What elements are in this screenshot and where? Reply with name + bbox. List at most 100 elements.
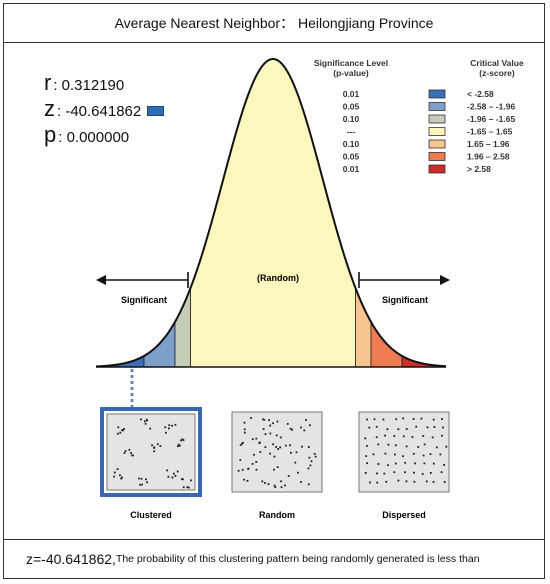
cluster-point bbox=[144, 422, 147, 425]
band-2-58-1-96 bbox=[143, 59, 176, 368]
dispersed-point bbox=[366, 445, 368, 447]
cluster-point bbox=[123, 452, 126, 454]
cluster-point bbox=[181, 478, 183, 480]
z-score-marker bbox=[147, 106, 165, 116]
stat-r-label: r bbox=[44, 70, 52, 95]
dispersed-point bbox=[440, 471, 443, 473]
band-random bbox=[190, 59, 356, 368]
dispersed-point bbox=[423, 462, 426, 465]
random-point bbox=[262, 418, 264, 421]
cluster-point bbox=[140, 477, 143, 480]
random-point bbox=[269, 432, 272, 435]
random-point bbox=[297, 471, 299, 474]
legend-z-range: -1.65 – 1.65 bbox=[467, 127, 513, 137]
band-1-96-2-58 bbox=[370, 59, 403, 368]
dispersed-point bbox=[412, 418, 415, 420]
significant-right-label: Significant bbox=[382, 295, 428, 305]
random-point bbox=[255, 461, 258, 463]
legend-p-value: 0.05 bbox=[343, 102, 360, 112]
legend-z-range: 1.65 – 1.96 bbox=[467, 139, 510, 149]
dispersed-point bbox=[415, 425, 418, 428]
cluster-point bbox=[180, 439, 182, 442]
footer-caption: z=-40.641862, The probability of this cl… bbox=[4, 539, 544, 578]
cluster-point bbox=[141, 483, 143, 486]
legend: Significance Level (p-value) Critical Va… bbox=[314, 58, 524, 174]
dispersed-point bbox=[439, 453, 442, 456]
random-point bbox=[291, 428, 293, 431]
pattern-dispersed: Dispersed bbox=[358, 411, 450, 520]
random-point bbox=[259, 451, 262, 453]
random-point bbox=[290, 451, 292, 454]
dispersed-point bbox=[433, 426, 436, 428]
stat-z-label: z bbox=[44, 96, 55, 121]
footer-probability-text: The probability of this clustering patte… bbox=[115, 553, 480, 565]
clustered-points bbox=[113, 418, 192, 489]
stat-p: p : 0.000000 bbox=[44, 122, 129, 148]
random-point bbox=[305, 419, 307, 421]
legend-crit-subheader: (z-score) bbox=[479, 68, 515, 78]
stat-p-label: p bbox=[44, 122, 57, 147]
random-point bbox=[280, 486, 283, 489]
legend-z-range: < -2.58 bbox=[467, 89, 494, 99]
random-point bbox=[279, 436, 282, 439]
dispersed-point bbox=[421, 473, 424, 475]
dispersed-point bbox=[376, 472, 378, 475]
dispersed-point bbox=[364, 472, 367, 474]
cluster-point bbox=[149, 427, 152, 430]
dispersed-point bbox=[411, 436, 414, 438]
dispersed-point bbox=[368, 426, 371, 429]
random-point bbox=[307, 467, 310, 470]
random-point bbox=[251, 438, 254, 441]
legend-z-range: -2.58 – -1.96 bbox=[467, 102, 515, 112]
legend-z-range: -1.96 – -1.65 bbox=[467, 114, 515, 124]
dispersed-point bbox=[387, 443, 390, 446]
random-point bbox=[272, 422, 274, 425]
cluster-point bbox=[176, 470, 179, 473]
cluster-point bbox=[168, 427, 170, 430]
random-point bbox=[246, 479, 249, 482]
dispersed-point bbox=[413, 480, 416, 483]
stat-r: r : 0.312190 bbox=[44, 70, 124, 96]
legend-swatch bbox=[428, 127, 446, 136]
cluster-point bbox=[153, 450, 156, 453]
random-point bbox=[309, 464, 312, 467]
cluster-point bbox=[177, 443, 180, 446]
dispersed-point bbox=[431, 436, 434, 439]
random-point bbox=[287, 475, 290, 477]
cluster-point bbox=[186, 486, 189, 489]
cluster-point bbox=[171, 424, 173, 427]
dispersed-point bbox=[365, 455, 368, 457]
dispersed-point bbox=[387, 464, 389, 467]
cluster-point bbox=[119, 474, 121, 477]
dispersed-point bbox=[393, 435, 396, 437]
random-point bbox=[237, 469, 240, 472]
random-point bbox=[242, 441, 244, 444]
legend-p-value: 0.10 bbox=[343, 139, 360, 149]
cluster-point bbox=[182, 486, 185, 489]
random-point bbox=[253, 453, 255, 456]
dispersed-point bbox=[397, 479, 400, 482]
dispersed-point bbox=[445, 445, 448, 448]
random-point bbox=[300, 481, 302, 483]
random-point bbox=[275, 446, 277, 448]
dispersed-point bbox=[366, 418, 368, 421]
random-point bbox=[269, 452, 271, 455]
dispersed-point bbox=[383, 472, 386, 475]
cluster-point bbox=[145, 478, 147, 481]
random-label: (Random) bbox=[257, 273, 299, 283]
random-point bbox=[267, 483, 270, 485]
legend-swatch bbox=[428, 102, 446, 111]
cluster-point bbox=[144, 420, 146, 423]
random-point bbox=[307, 446, 310, 448]
legend-swatch bbox=[428, 114, 446, 124]
left-arrow-icon bbox=[96, 272, 189, 288]
dispersed-point bbox=[429, 453, 432, 455]
dispersed-point bbox=[402, 417, 405, 420]
dispersed-point bbox=[372, 453, 375, 456]
cluster-point bbox=[182, 439, 185, 442]
random-point bbox=[275, 434, 278, 437]
cluster-point bbox=[119, 431, 122, 434]
dispersed-point bbox=[377, 463, 380, 465]
dispersed-point bbox=[425, 480, 428, 483]
random-point bbox=[280, 480, 282, 483]
